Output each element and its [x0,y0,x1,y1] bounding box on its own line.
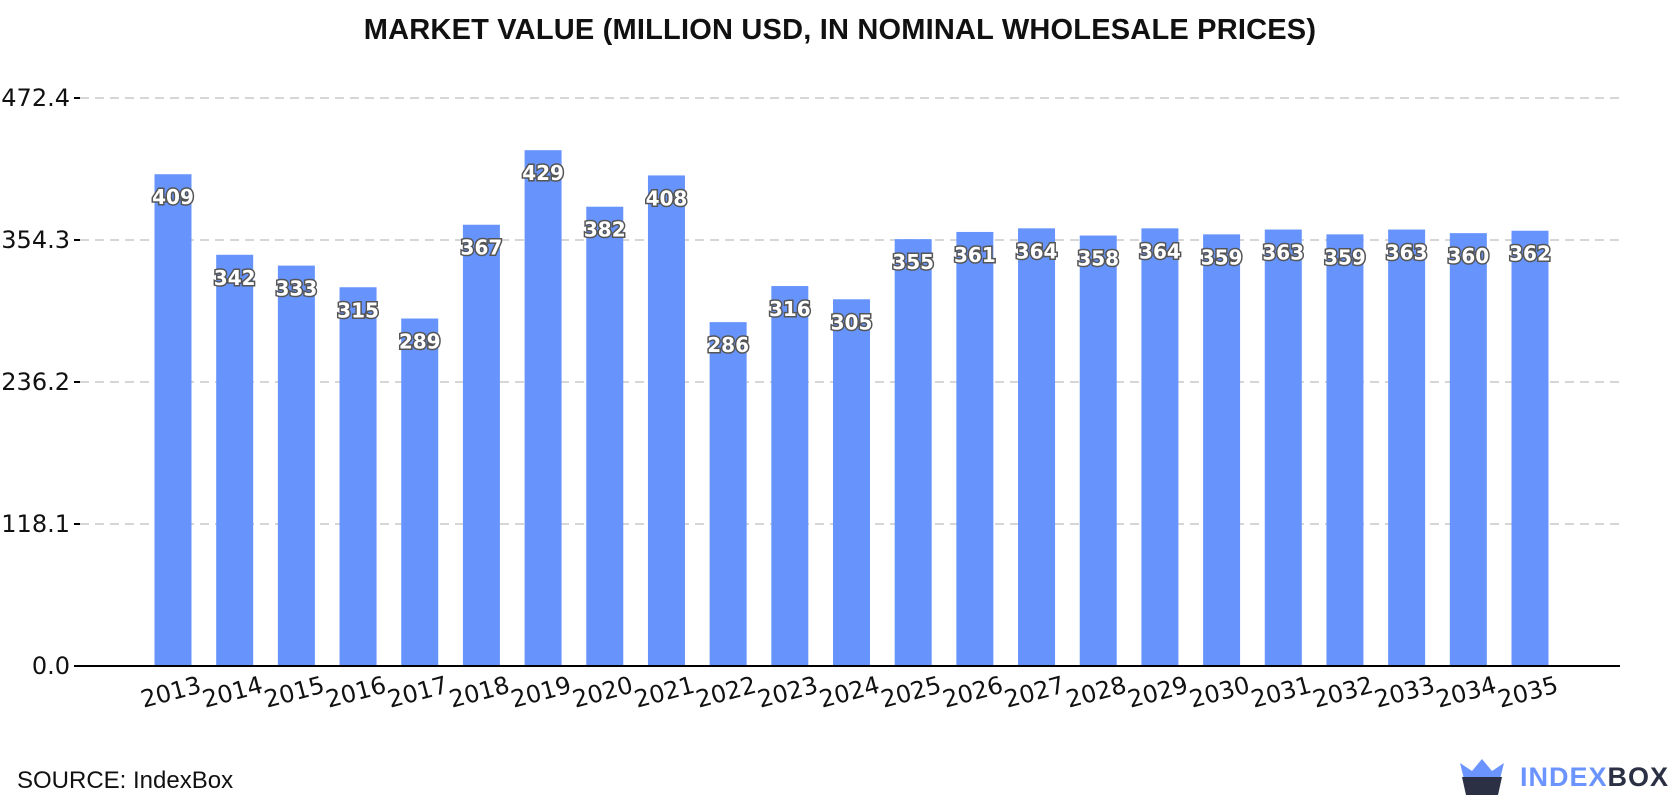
bar [1018,228,1056,666]
x-tick-label: 2033 [1371,671,1437,714]
chart-title: MARKET VALUE (MILLION USD, IN NOMINAL WH… [363,14,1317,46]
bar [1326,234,1364,666]
bar-value-label: 367 [461,236,503,260]
y-tick-label: 236.2 [1,368,70,396]
x-tick-label: 2023 [755,671,821,714]
x-tick-label: 2017 [385,671,451,714]
bar [1264,229,1302,666]
bar-value-label: 382 [584,218,626,242]
bar-value-label: 342 [214,266,256,290]
bar [401,318,439,666]
bar [647,175,685,666]
bar [216,254,254,666]
bar-value-label: 358 [1077,247,1119,271]
bar [586,206,624,666]
source-label: SOURCE: IndexBox [17,767,234,794]
bar [524,150,562,667]
y-tick-label: 118.1 [1,510,70,538]
bar-value-labels: 409 342 333 315 289 367 429 382 408 286 316 305 355 3… [151,160,1553,359]
x-tick-labels: 2013201420152016201720182019202020212022… [138,671,1561,714]
x-tick-label: 2035 [1495,671,1561,714]
brand-name-part2: BOX [1607,761,1670,792]
bar-value-label: 364 [1139,239,1181,263]
x-tick-label: 2028 [1063,671,1129,714]
y-tick-label: 0.0 [32,652,70,680]
bar-value-label: 364 [1016,239,1058,263]
x-tick-label: 2030 [1186,671,1252,714]
crown-box-icon [1460,759,1504,795]
bar [277,265,315,666]
bar [1141,228,1179,666]
x-tick-label: 2025 [878,671,944,714]
brand-name: INDEXBOX [1520,762,1669,793]
x-tick-label: 2024 [816,671,882,714]
bar [771,286,809,666]
brand-name-part1: INDEX [1520,761,1608,792]
bar-value-label: 362 [1509,242,1551,266]
x-tick-label: 2029 [1125,671,1191,714]
bar [894,239,932,667]
bar [1449,233,1487,666]
bar-value-label: 361 [954,243,996,267]
bar [154,174,192,666]
bar [709,322,747,666]
bar-value-label: 360 [1447,244,1489,268]
bar-value-label: 409 [152,185,194,209]
bar [833,299,870,666]
x-tick-label: 2015 [261,671,327,714]
bar-value-label: 408 [646,186,688,210]
bar-value-label: 289 [399,330,441,354]
y-tick-label: 354.3 [1,226,70,254]
bar-value-label: 316 [769,297,811,321]
x-tick-label: 2034 [1433,671,1499,714]
bar-value-label: 286 [707,333,749,357]
bar-chart: 409 342 333 315 289 367 429 382 408 286 316 305 355 3… [1,84,1620,714]
bar-value-label: 333 [275,277,317,301]
bar-value-label: 363 [1262,241,1304,265]
x-tick-label: 2032 [1310,671,1376,714]
x-tick-label: 2014 [199,671,265,714]
y-tick-labels: 0.0 118.1 236.2 354.3 472.4 [1,84,80,680]
bar-value-label: 305 [831,310,873,334]
bar [462,224,500,666]
bar-value-label: 429 [522,161,564,185]
x-tick-label: 2016 [323,671,389,714]
x-tick-label: 2018 [446,671,512,714]
bar [1511,230,1549,666]
bar-value-label: 363 [1386,241,1428,265]
bar-value-label: 315 [337,298,379,322]
x-tick-label: 2022 [693,671,759,714]
bar [1079,235,1117,667]
bar-value-label: 355 [892,250,934,274]
x-tick-label: 2013 [138,671,204,714]
x-tick-label: 2027 [1001,671,1067,714]
x-tick-label: 2031 [1248,671,1314,714]
brand-logo: INDEXBOX [1458,756,1669,798]
bar-value-label: 359 [1201,245,1243,269]
bars [154,150,1549,667]
x-tick-label: 2019 [508,671,574,714]
bar [1388,229,1426,666]
bar-value-label: 359 [1324,245,1366,269]
x-tick-label: 2026 [940,671,1006,714]
bar [956,231,994,666]
bar [339,287,377,666]
y-tick-label: 472.4 [1,84,70,112]
x-tick-label: 2021 [631,671,697,714]
x-tick-label: 2020 [570,671,636,714]
bar [1203,234,1241,666]
